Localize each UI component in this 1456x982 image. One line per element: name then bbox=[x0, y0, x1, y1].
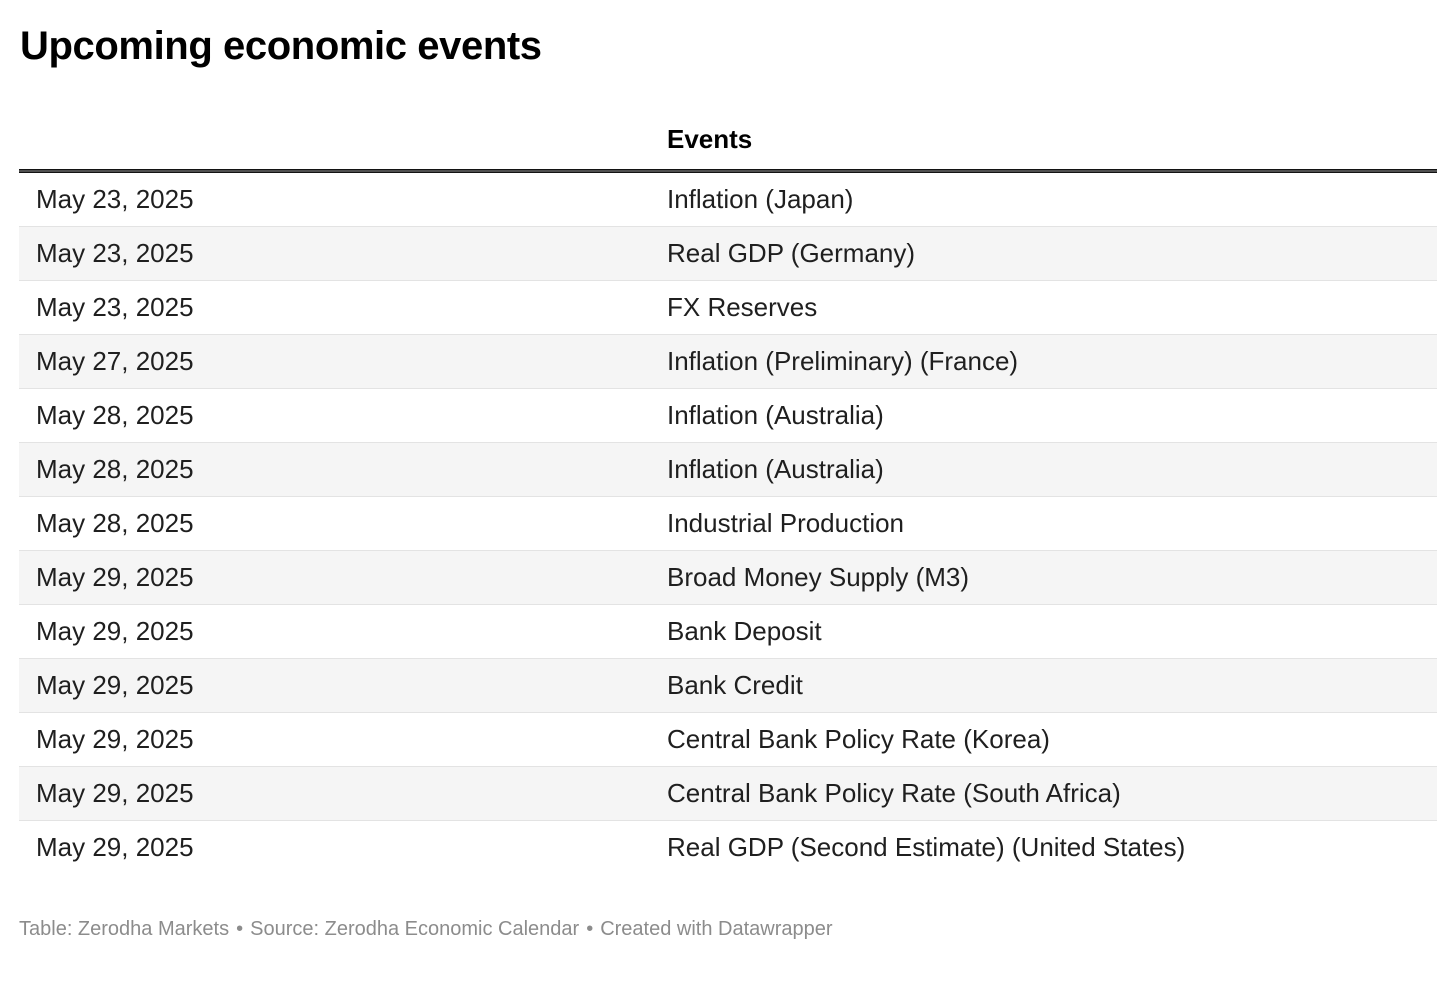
date-cell: May 29, 2025 bbox=[19, 658, 650, 712]
table-row: May 23, 2025 FX Reserves bbox=[19, 280, 1437, 334]
event-cell: Bank Credit bbox=[650, 658, 1437, 712]
table-row: May 23, 2025 Inflation (Japan) bbox=[19, 173, 1437, 226]
date-cell: May 23, 2025 bbox=[19, 280, 650, 334]
date-cell: May 29, 2025 bbox=[19, 604, 650, 658]
date-cell: May 28, 2025 bbox=[19, 496, 650, 550]
date-cell: May 29, 2025 bbox=[19, 550, 650, 604]
event-cell: Real GDP (Second Estimate) (United State… bbox=[650, 820, 1437, 874]
table-row: May 29, 2025 Real GDP (Second Estimate) … bbox=[19, 820, 1437, 874]
event-cell: Inflation (Australia) bbox=[650, 442, 1437, 496]
datawrapper-table-page: Upcoming economic events Events May 23, … bbox=[0, 22, 1456, 982]
event-cell: Central Bank Policy Rate (South Africa) bbox=[650, 766, 1437, 820]
table-header: Events bbox=[19, 110, 1437, 173]
table-body: May 23, 2025 Inflation (Japan) May 23, 2… bbox=[19, 173, 1437, 874]
event-cell: Industrial Production bbox=[650, 496, 1437, 550]
date-cell: May 23, 2025 bbox=[19, 226, 650, 280]
table-row: May 27, 2025 Inflation (Preliminary) (Fr… bbox=[19, 334, 1437, 388]
table-row: May 28, 2025 Inflation (Australia) bbox=[19, 442, 1437, 496]
header-row: Events bbox=[19, 110, 1437, 169]
events-table: Events May 23, 2025 Inflation (Japan) Ma… bbox=[19, 110, 1437, 874]
event-cell: Inflation (Japan) bbox=[667, 184, 854, 214]
page-title: Upcoming economic events bbox=[20, 24, 542, 68]
attribution-footer: Table: Zerodha Markets • Source: Zerodha E… bbox=[19, 916, 1437, 942]
date-cell: May 29, 2025 bbox=[19, 712, 650, 766]
table-row: May 29, 2025 Central Bank Policy Rate (K… bbox=[19, 712, 1437, 766]
date-cell: May 29, 2025 bbox=[19, 766, 650, 820]
event-cell: Broad Money Supply (M3) bbox=[650, 550, 1437, 604]
table-row: May 29, 2025 Bank Credit bbox=[19, 658, 1437, 712]
footer-separator: • bbox=[586, 918, 594, 940]
event-cell: Central Bank Policy Rate (Korea) bbox=[650, 712, 1437, 766]
footer-table-credit: Table: Zerodha Markets bbox=[19, 918, 230, 940]
table-row: May 28, 2025 Industrial Production bbox=[19, 496, 1437, 550]
date-column-header bbox=[19, 110, 650, 169]
event-cell: Inflation (Preliminary) (France) bbox=[650, 334, 1437, 388]
footer-separator: • bbox=[236, 918, 244, 940]
date-cell: May 29, 2025 bbox=[19, 820, 650, 874]
table-row: May 29, 2025 Central Bank Policy Rate (S… bbox=[19, 766, 1437, 820]
events-column-header: Events bbox=[667, 124, 753, 154]
date-cell: May 28, 2025 bbox=[19, 442, 650, 496]
date-cell: May 28, 2025 bbox=[19, 388, 650, 442]
event-cell: Bank Deposit bbox=[650, 604, 1437, 658]
date-cell: May 27, 2025 bbox=[19, 334, 650, 388]
event-cell: FX Reserves bbox=[650, 280, 1437, 334]
date-cell: May 23, 2025 bbox=[36, 184, 194, 214]
table-row: May 23, 2025 Real GDP (Germany) bbox=[19, 226, 1437, 280]
footer-source-link[interactable]: Source: Zerodha Economic Calendar bbox=[250, 918, 580, 940]
event-cell: Real GDP (Germany) bbox=[650, 226, 1437, 280]
footer-datawrapper-link[interactable]: Created with Datawrapper bbox=[600, 918, 833, 940]
table-row: May 29, 2025 Broad Money Supply (M3) bbox=[19, 550, 1437, 604]
table-row: May 28, 2025 Inflation (Australia) bbox=[19, 388, 1437, 442]
event-cell: Inflation (Australia) bbox=[650, 388, 1437, 442]
header-divider-rule bbox=[19, 169, 1437, 173]
table-row: May 29, 2025 Bank Deposit bbox=[19, 604, 1437, 658]
